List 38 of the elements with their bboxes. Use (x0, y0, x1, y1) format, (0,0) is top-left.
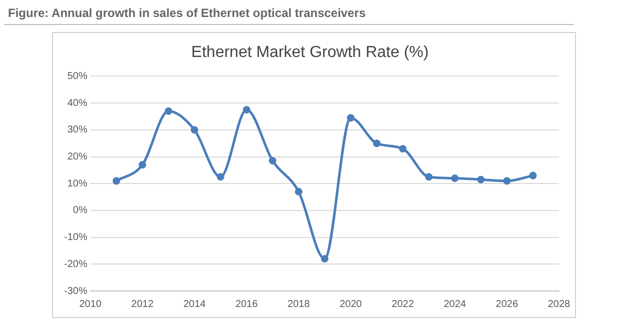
y-tick-label: -30% (64, 286, 88, 297)
x-tick-label: 2010 (79, 298, 102, 310)
y-tick-label: 50% (67, 70, 88, 82)
x-tick-label: 2016 (235, 298, 258, 310)
x-tick-label: 2026 (496, 298, 518, 310)
y-tick-label: 20% (67, 152, 88, 162)
point (190, 126, 198, 134)
point (216, 173, 224, 181)
x-tick-label: 2014 (183, 298, 206, 310)
point (529, 172, 537, 180)
point (268, 157, 276, 165)
point (294, 188, 302, 196)
point (164, 107, 172, 115)
y-tick-label: -10% (64, 232, 88, 244)
x-tick-label: 2012 (131, 298, 154, 310)
y-tick-label: 40% (67, 98, 88, 109)
x-tick-label: 2020 (340, 298, 362, 310)
chart-title: Figure: Annual growth in sales of Ethernet optical transceivers (8, 6, 366, 20)
x-tick-label: 2022 (392, 298, 414, 310)
x-tick-label: 2018 (288, 298, 310, 310)
point (399, 144, 407, 152)
y-tick-label: 30% (67, 124, 88, 136)
point (320, 255, 328, 263)
x-tick-label: 2028 (548, 298, 571, 310)
point (372, 140, 380, 148)
point (451, 174, 459, 182)
point (425, 173, 433, 181)
point (503, 177, 511, 185)
point (112, 177, 120, 185)
point (346, 114, 354, 122)
y-tick-label: -20% (64, 258, 88, 270)
point (242, 106, 250, 114)
x-tick-label: 2024 (444, 298, 466, 310)
y-tick-label: 10% (67, 178, 88, 190)
point (138, 161, 146, 169)
point (477, 176, 485, 184)
y-tick-label: 0% (72, 205, 88, 216)
chart-subtitle: Ethernet Market Growth Rate (%) (191, 44, 429, 62)
